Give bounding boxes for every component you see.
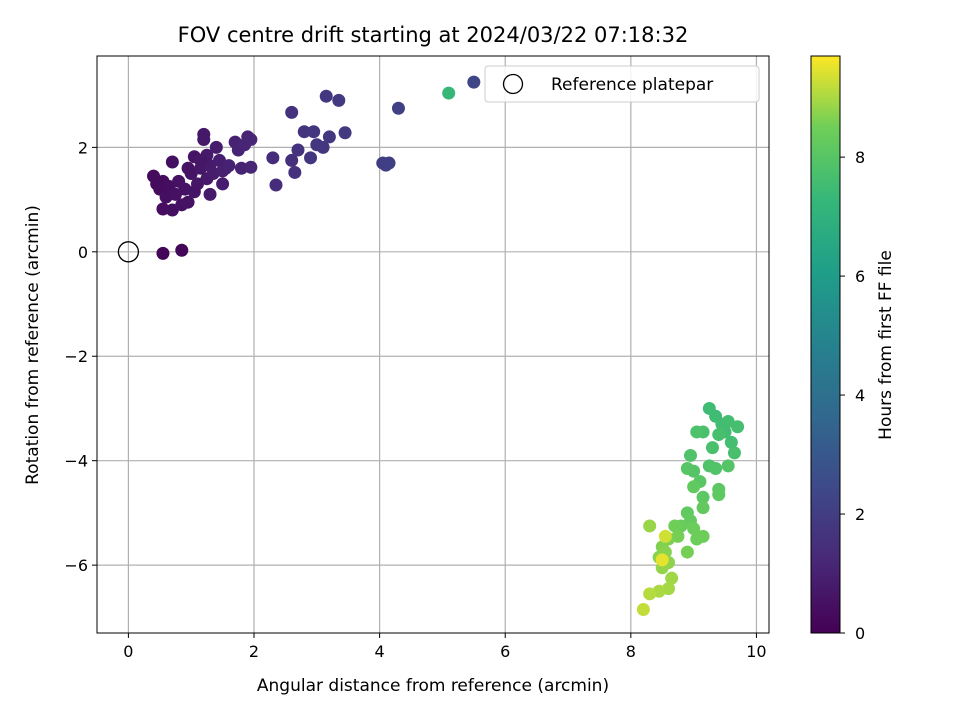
scatter-point	[724, 435, 738, 449]
y-tick-label: 2	[78, 138, 88, 157]
scatter-point	[668, 519, 682, 533]
colorbar-tick-label: 4	[855, 386, 865, 405]
colorbar: 0 2 4 6 8 Hours from first FF file	[810, 55, 896, 643]
scatter-point	[181, 161, 195, 175]
scatter-point	[721, 459, 735, 473]
scatter-point	[291, 143, 305, 157]
scatter-point	[209, 140, 223, 154]
scatter-point	[683, 448, 697, 462]
x-tick-label: 10	[746, 642, 766, 661]
scatter-point	[304, 151, 318, 165]
colorbar-tick-label: 0	[855, 624, 865, 643]
scatter-point	[442, 86, 456, 100]
scatter-point	[297, 125, 311, 139]
legend-label: Reference platepar	[551, 75, 713, 95]
scatter-point	[165, 155, 179, 169]
scatter-point	[285, 105, 299, 119]
scatter-point	[690, 532, 704, 546]
scatter-points	[147, 75, 745, 617]
scatter-point	[696, 501, 710, 515]
colorbar-gradient	[810, 55, 841, 634]
scatter-point	[391, 101, 405, 115]
scatter-point	[687, 522, 701, 536]
scatter-point	[680, 462, 694, 476]
scatter-point	[467, 75, 481, 89]
y-tick-label: −2	[64, 347, 88, 366]
scatter-point	[203, 187, 217, 201]
scatter-point	[690, 425, 704, 439]
plot-frame	[96, 55, 770, 634]
colorbar-label: Hours from first FF file	[876, 250, 896, 440]
scatter-point	[266, 151, 280, 165]
scatter-point	[156, 246, 170, 260]
x-tick-label: 6	[500, 642, 510, 661]
scatter-point	[156, 202, 170, 216]
x-tick-label: 2	[249, 642, 259, 661]
reference-point	[117, 241, 140, 263]
x-axis-ticks: 0 2 4 6 8 10	[123, 633, 767, 661]
scatter-point	[316, 140, 330, 154]
scatter-point	[643, 519, 657, 533]
reference-marker	[117, 241, 140, 263]
scatter-point	[269, 178, 283, 192]
scatter-point	[181, 195, 195, 209]
colorbar-tick-label: 8	[855, 148, 865, 167]
x-tick-label: 8	[626, 642, 636, 661]
y-axis-label: Rotation from reference (arcmin)	[23, 205, 43, 485]
scatter-point	[244, 133, 258, 147]
scatter-point	[244, 160, 258, 174]
scatter-point	[234, 161, 248, 175]
scatter-point	[727, 446, 741, 460]
colorbar-tick-label: 6	[855, 267, 865, 286]
x-tick-label: 0	[123, 642, 133, 661]
scatter-point	[216, 177, 230, 191]
scatter-point	[731, 420, 745, 434]
scatter-point	[197, 133, 211, 147]
scatter-point	[338, 126, 352, 140]
y-tick-label: −6	[64, 556, 88, 575]
scatter-point	[696, 490, 710, 504]
scatter-point	[194, 153, 208, 167]
scatter-point	[680, 545, 694, 559]
scatter-point	[187, 185, 201, 199]
scatter-point	[322, 130, 336, 144]
y-tick-label: 0	[78, 243, 88, 262]
x-axis-label: Angular distance from reference (arcmin)	[257, 676, 609, 696]
colorbar-tick-label: 2	[855, 505, 865, 524]
scatter-point	[712, 488, 726, 502]
scatter-point	[709, 462, 723, 476]
colorbar-ticks: 0 2 4 6 8	[840, 148, 865, 643]
scatter-point	[636, 603, 650, 617]
scatter-point	[288, 165, 302, 179]
legend-box	[484, 65, 760, 103]
scatter-point	[655, 553, 669, 567]
chart-title: FOV centre drift starting at 2024/03/22 …	[178, 23, 689, 47]
legend-marker	[502, 73, 524, 95]
scatter-point	[319, 89, 333, 103]
scatter-point	[332, 93, 346, 107]
scatter-point	[658, 529, 672, 543]
grid	[97, 56, 769, 633]
y-axis-ticks: −6 −4 −2 0 2	[64, 138, 97, 575]
scatter-point	[705, 441, 719, 455]
scatter-point	[687, 480, 701, 494]
scatter-point	[307, 125, 321, 139]
scatter-point	[222, 159, 236, 173]
scatter-point	[712, 428, 726, 442]
scatter-point	[285, 153, 299, 167]
scatter-point	[382, 156, 396, 170]
scatter-point	[665, 571, 679, 585]
legend: Reference platepar	[484, 65, 760, 103]
y-tick-label: −4	[64, 452, 88, 471]
scatter-point	[643, 587, 657, 601]
scatter-point	[175, 243, 189, 257]
x-tick-label: 4	[375, 642, 385, 661]
